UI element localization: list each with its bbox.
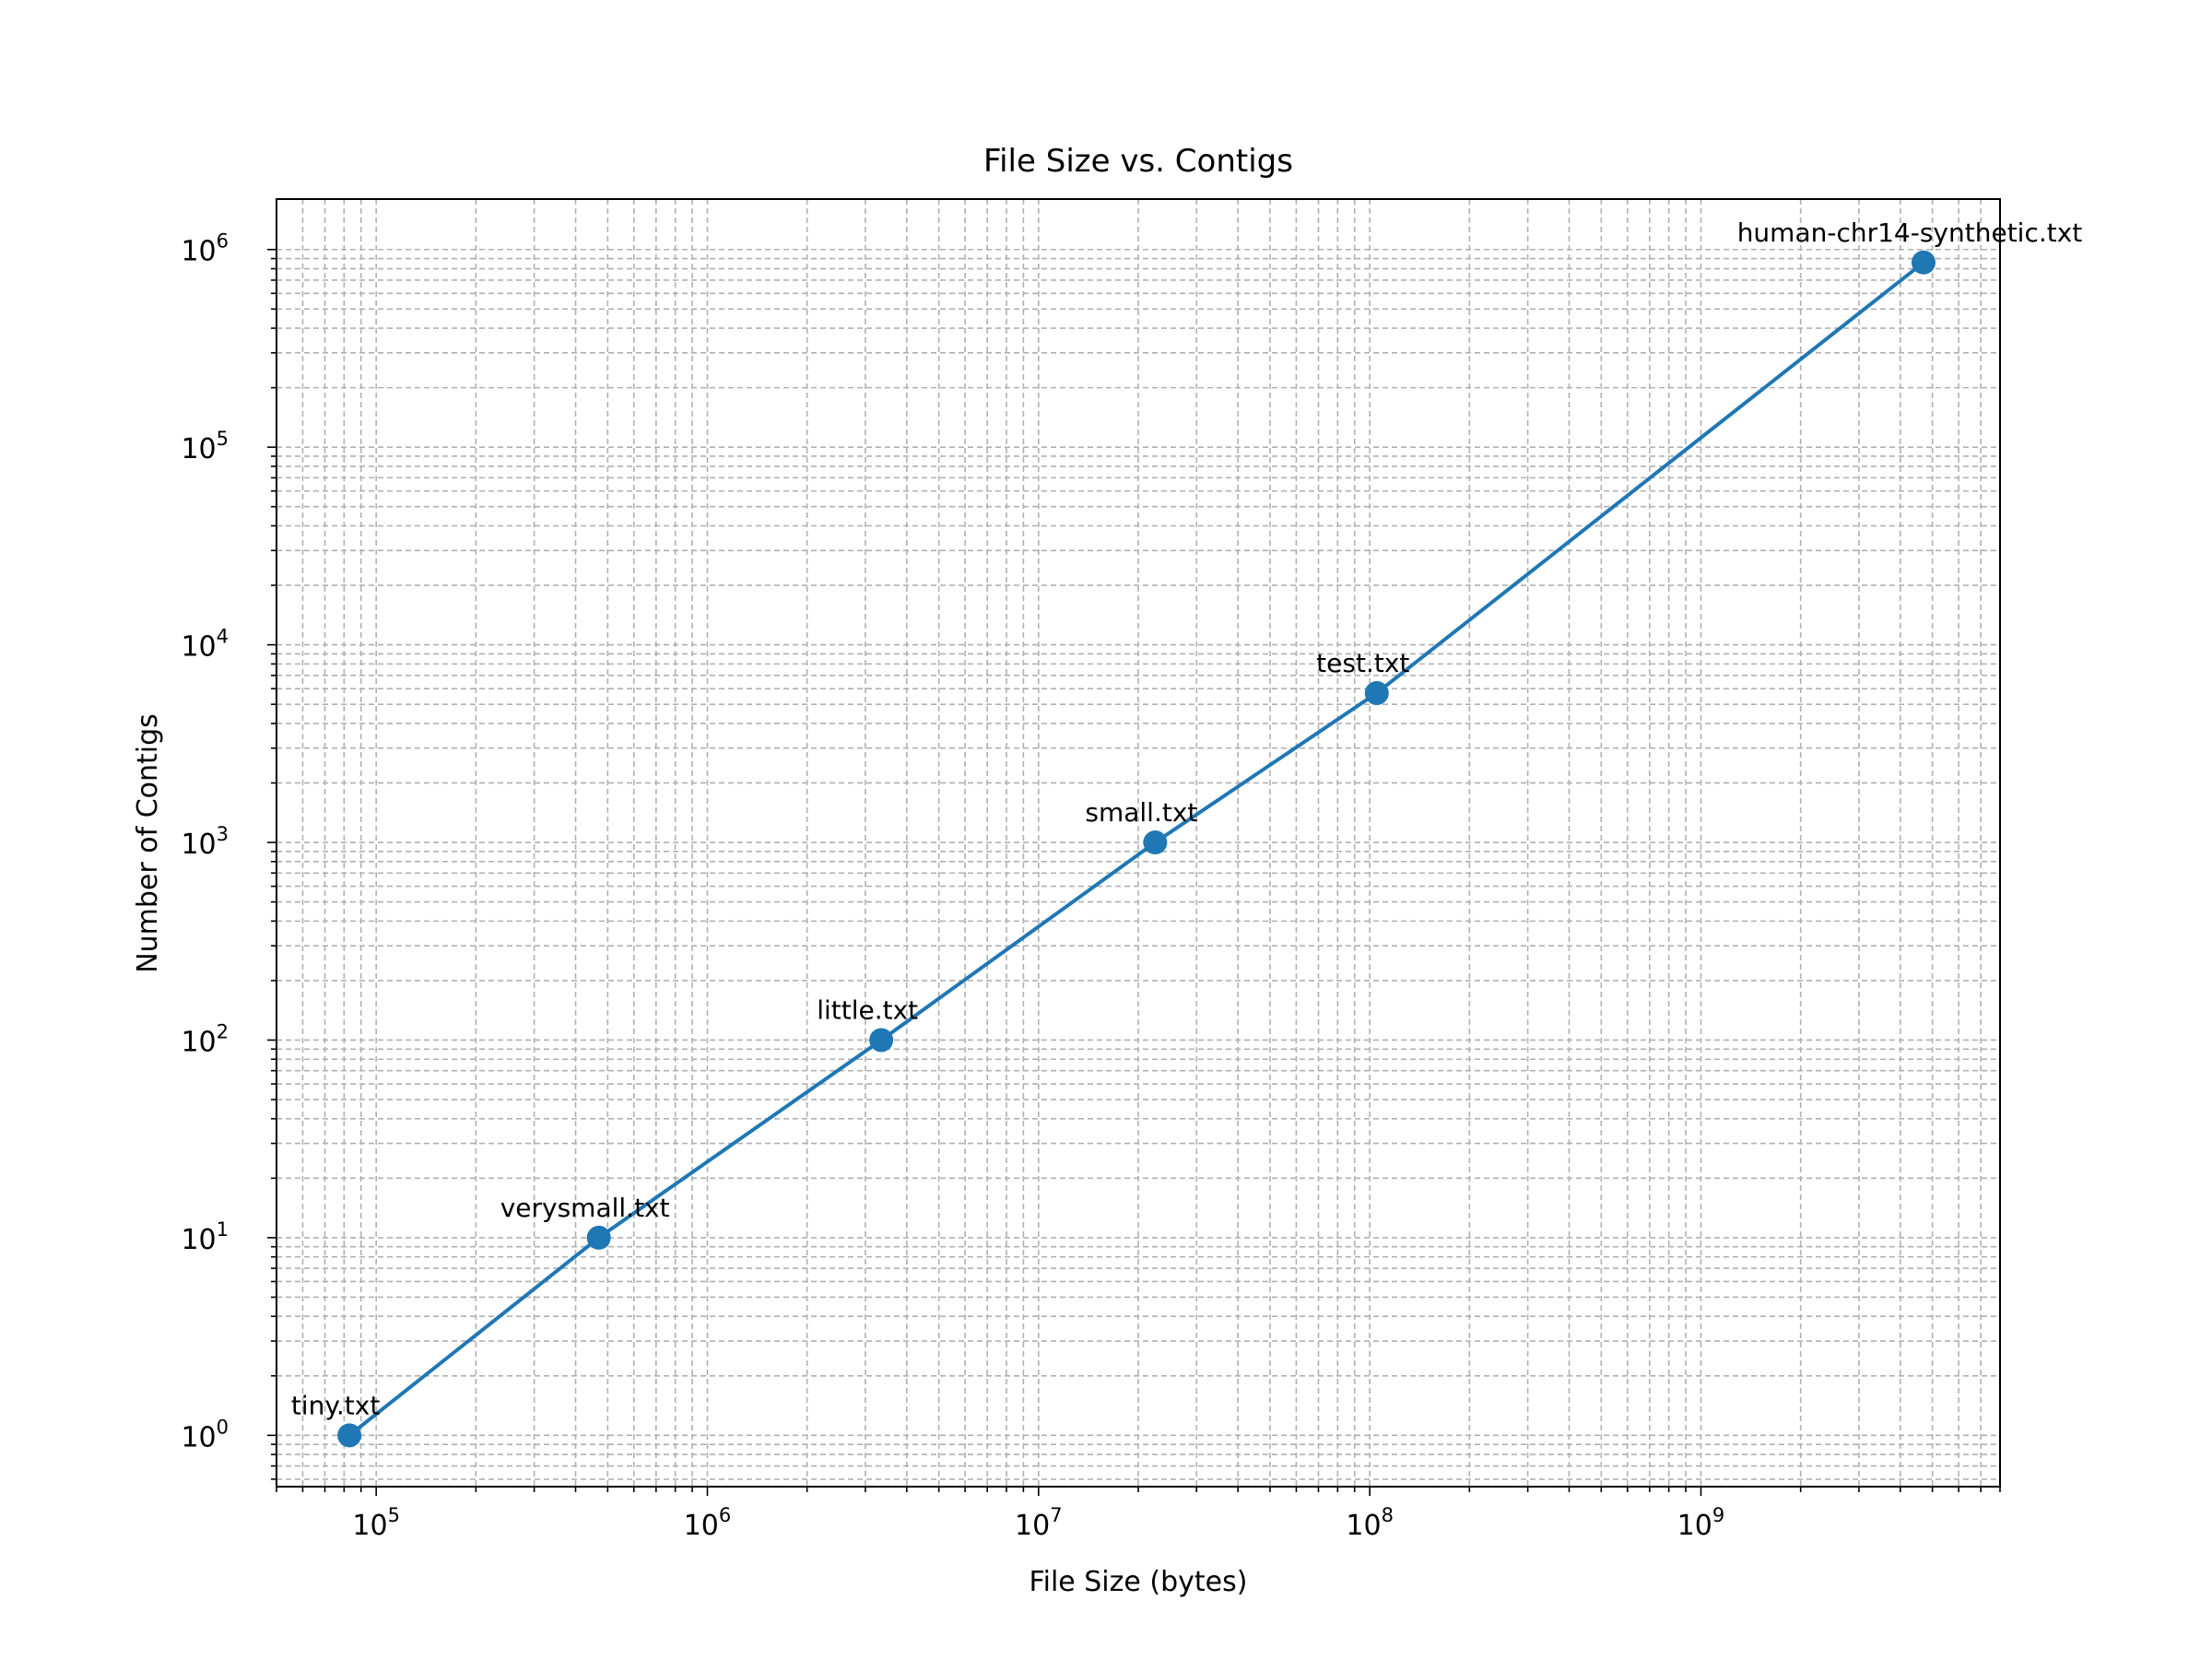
y-tick-base: 10 [181, 1224, 216, 1256]
data-point-label: little.txt [817, 994, 918, 1025]
data-point [1911, 250, 1936, 275]
x-tick-exp: 9 [1712, 1504, 1724, 1526]
y-tick-base: 10 [181, 1421, 216, 1453]
y-tick-exp: 5 [217, 428, 229, 450]
data-point [869, 1028, 894, 1053]
chart-title: File Size vs. Contigs [983, 143, 1293, 180]
data-point-label: test.txt [1316, 648, 1409, 678]
x-tick-exp: 8 [1382, 1504, 1394, 1526]
y-tick-base: 10 [181, 631, 216, 664]
series-path [347, 261, 1925, 1437]
data-point [337, 1423, 362, 1448]
x-tick-base: 10 [684, 1510, 719, 1542]
series-line [337, 250, 1936, 1448]
plot-frame [276, 198, 2001, 1488]
data-point-label: human-chr14-synthetic.txt [1737, 218, 2083, 248]
y-tick-label: 100 [181, 1416, 229, 1453]
data-point-label: tiny.txt [291, 1390, 381, 1420]
data-point [586, 1225, 611, 1250]
y-tick-label: 106 [181, 230, 229, 268]
y-tick-base: 10 [181, 236, 216, 268]
y-tick-exp: 6 [217, 230, 229, 253]
x-tick-exp: 6 [719, 1504, 731, 1526]
x-tick-base: 10 [1677, 1510, 1712, 1542]
y-tick-label: 102 [181, 1020, 229, 1058]
y-tick-exp: 1 [217, 1218, 229, 1241]
y-tick-label: 101 [181, 1218, 229, 1256]
x-tick-label: 105 [352, 1504, 400, 1542]
x-tick-label: 107 [1015, 1504, 1063, 1542]
x-tick-exp: 7 [1050, 1504, 1062, 1526]
y-tick-exp: 2 [217, 1020, 229, 1042]
point-labels: tiny.txt verysmall.txt little.txt small.txt… [291, 218, 2082, 1421]
x-tick-label: 108 [1346, 1504, 1394, 1542]
y-tick-exp: 0 [217, 1416, 229, 1438]
y-tick-exp: 4 [217, 626, 229, 648]
x-tick-base: 10 [1015, 1510, 1050, 1542]
x-tick-base: 10 [352, 1510, 387, 1542]
y-tick-label: 105 [181, 428, 229, 465]
y-tick-exp: 3 [217, 823, 229, 845]
y-axis-label: Number of Contigs [132, 713, 164, 973]
data-point [1143, 830, 1168, 855]
data-point [1364, 680, 1389, 705]
y-tick-base: 10 [181, 829, 216, 861]
x-tick-label: 109 [1677, 1504, 1725, 1542]
y-tick-base: 10 [181, 1026, 216, 1058]
x-tick-label: 106 [684, 1504, 732, 1542]
data-point-label: small.txt [1085, 797, 1197, 828]
y-tick-label: 103 [181, 823, 229, 861]
y-tick-base: 10 [181, 433, 216, 465]
x-axis-label: File Size (bytes) [1030, 1566, 1248, 1598]
grid [276, 199, 2001, 1487]
data-point-label: verysmall.txt [500, 1193, 670, 1223]
x-tick-base: 10 [1346, 1510, 1381, 1542]
x-tick-exp: 5 [388, 1504, 400, 1526]
y-tick-label: 104 [181, 626, 229, 664]
